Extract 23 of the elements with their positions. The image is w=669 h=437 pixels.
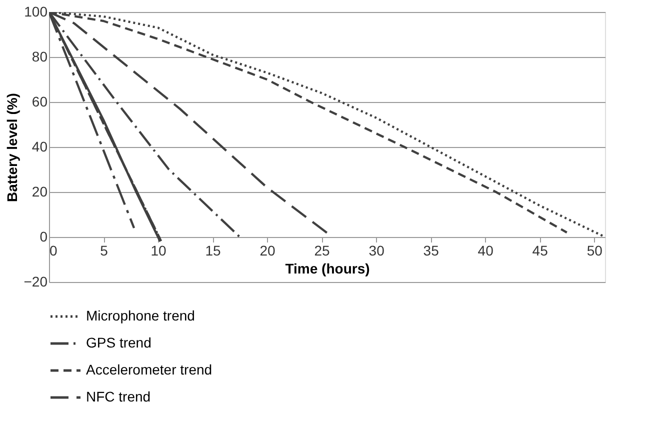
y-tick-label: 20 bbox=[32, 184, 48, 200]
legend-label: GPS trend bbox=[86, 334, 152, 350]
y-tick-label: 100 bbox=[24, 4, 48, 20]
legend-label: NFC trend bbox=[86, 388, 151, 404]
x-tick-label: 45 bbox=[532, 242, 548, 258]
x-tick-label: 25 bbox=[314, 242, 330, 258]
legend-label: Microphone trend bbox=[86, 308, 195, 324]
x-tick-label: 40 bbox=[478, 242, 494, 258]
x-axis-title: Time (hours) bbox=[285, 260, 370, 276]
y-tick-label: 60 bbox=[32, 94, 48, 110]
y-axis-title: Battery level (%) bbox=[4, 93, 20, 202]
x-tick-label: 10 bbox=[150, 242, 167, 258]
y-tick-label: 80 bbox=[32, 48, 48, 64]
x-tick-label: 15 bbox=[205, 242, 222, 258]
y-tick-label: 0 bbox=[40, 228, 48, 244]
x-tick-label: 35 bbox=[423, 242, 440, 258]
x-tick-label: 5 bbox=[100, 242, 108, 258]
x-tick-label: 50 bbox=[586, 242, 603, 258]
x-tick-label: 20 bbox=[260, 242, 276, 258]
x-tick-label: 30 bbox=[368, 242, 385, 258]
y-tick-label: 40 bbox=[32, 138, 48, 154]
legend-label: Accelerometer trend bbox=[86, 362, 212, 378]
y-tick-label: −20 bbox=[24, 274, 48, 290]
